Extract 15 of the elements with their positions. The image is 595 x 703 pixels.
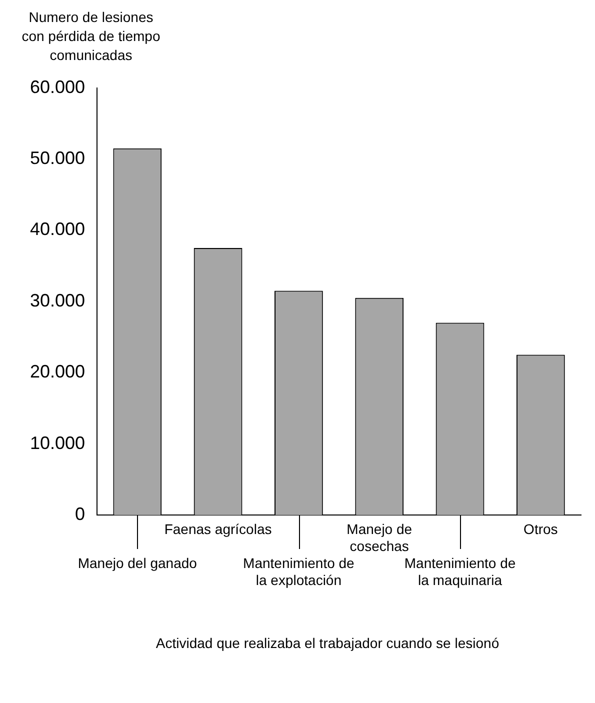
y-tick-label: 0 xyxy=(75,504,86,524)
y-tick-label: 40.000 xyxy=(30,219,86,240)
y-tick-label: 10.000 xyxy=(30,432,86,453)
x-tick-label: Mantenimiento de la maquinaria xyxy=(404,554,516,588)
x-tick-label: Faenas agrícolas xyxy=(164,520,272,537)
y-tick-label: 50.000 xyxy=(30,148,86,168)
y-tick-label: 30.000 xyxy=(30,290,86,310)
y-axis-title: Numero de lesiones con pérdida de tiempo comunicadas xyxy=(20,8,162,65)
y-tick-label: 60.000 xyxy=(30,76,86,97)
x-tick-label: Manejo del ganado xyxy=(78,554,198,571)
x-tick-label: Manejo de cosechas xyxy=(346,520,412,554)
x-tick-label: Mantenimiento de la explotación xyxy=(243,554,355,588)
x-axis-title: Actividad que realizaba el trabajador cuando se lesionó xyxy=(154,635,500,651)
y-tick-label: 20.000 xyxy=(30,362,86,382)
x-tick-label: Otros xyxy=(524,520,558,537)
